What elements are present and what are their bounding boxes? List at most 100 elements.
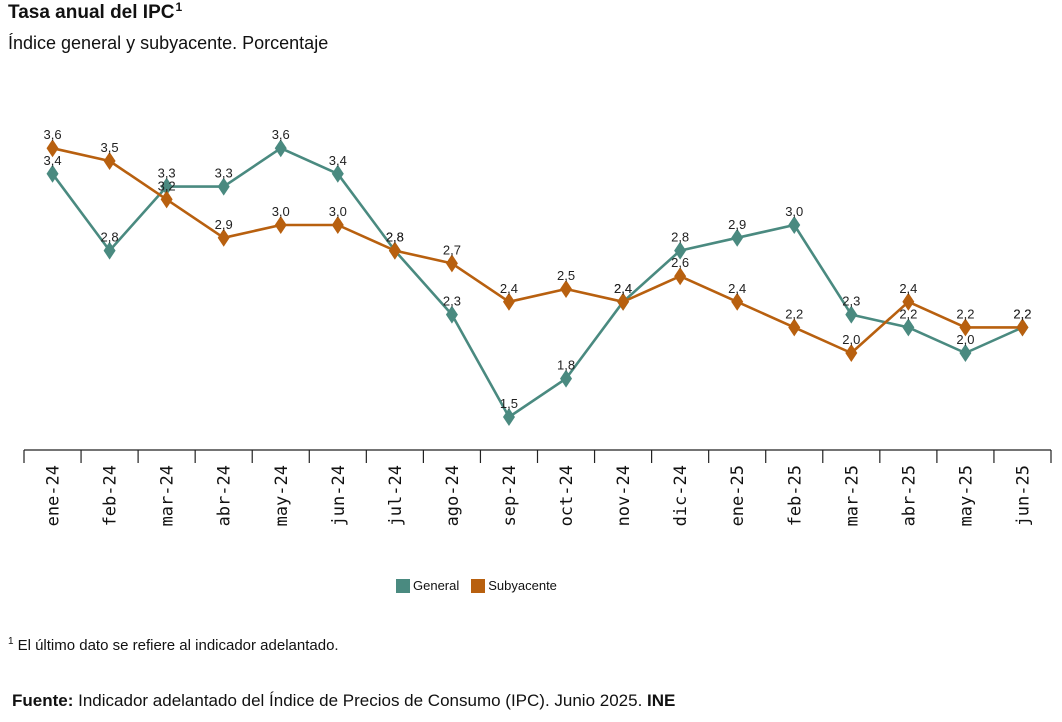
- data-point-subyacente: [731, 292, 744, 311]
- data-point-general: [674, 241, 687, 260]
- data-point-general: [331, 164, 344, 183]
- data-point-subyacente: [617, 292, 630, 311]
- data-point-general: [445, 305, 458, 324]
- series-line-general: [51, 146, 1024, 419]
- data-label-general: 2,8: [101, 230, 119, 245]
- data-point-general: [502, 408, 515, 426]
- x-tick-label: feb-25: [785, 465, 805, 526]
- x-tick-label: ago-24: [443, 465, 463, 526]
- data-label-subyacente: 3,6: [43, 127, 61, 142]
- data-label-subyacente: 2,7: [443, 242, 461, 257]
- data-point-subyacente: [959, 318, 972, 337]
- data-label-subyacente: 3,0: [272, 204, 290, 219]
- legend-label-general: General: [413, 578, 460, 593]
- data-point-general: [103, 241, 116, 260]
- x-tick-label: mar-25: [842, 465, 862, 526]
- data-point-general: [46, 164, 59, 183]
- data-label-general: 3,3: [158, 166, 176, 181]
- data-point-subyacente: [445, 254, 458, 273]
- data-point-subyacente: [674, 267, 687, 286]
- data-label-general: 3,3: [215, 166, 233, 181]
- data-label-subyacente: 2,6: [671, 255, 689, 270]
- data-point-subyacente: [788, 318, 801, 337]
- series-line-subyacente: [52, 146, 1023, 355]
- legend-swatch-subyacente: [471, 578, 486, 593]
- data-point-subyacente: [1016, 318, 1029, 337]
- data-label-subyacente: 3,0: [329, 204, 347, 219]
- x-tick-label: dic-24: [671, 465, 691, 526]
- source-text: Indicador adelantado del Índice de Preci…: [78, 691, 643, 710]
- footnote-text: El último dato se refiere al indicador a…: [17, 637, 339, 654]
- data-label-subyacente: 2,2: [1013, 306, 1031, 321]
- data-label-general: 3,4: [43, 153, 61, 168]
- data-label-general: 2,2: [899, 306, 917, 321]
- data-label-general: 2,3: [842, 294, 860, 309]
- legend-item-general: General: [396, 578, 459, 593]
- chart-legend: General Subyacente: [396, 578, 569, 593]
- data-label-general: 1,5: [500, 396, 518, 411]
- footnote-marker: 1: [8, 636, 14, 647]
- data-label-general: 2,3: [443, 294, 461, 309]
- data-point-general: [560, 369, 573, 388]
- x-tick-label: abr-24: [215, 465, 235, 526]
- x-tick-label: feb-24: [101, 465, 121, 526]
- data-label-subyacente: 2,4: [614, 281, 632, 296]
- line-chart: ene-24 feb-24 mar-24 abr-24 may-24 jun-24 jul-…: [23, 127, 1052, 526]
- data-point-subyacente: [902, 292, 915, 311]
- x-tick-label: mar-24: [158, 465, 178, 526]
- data-label-subyacente: 3,5: [101, 140, 119, 155]
- data-point-subyacente: [388, 241, 401, 260]
- x-tick-label: jul-24: [386, 465, 406, 526]
- x-tick-label: ene-25: [728, 465, 748, 526]
- data-point-general: [788, 216, 801, 234]
- data-point-general: [959, 344, 972, 362]
- data-point-general: [845, 305, 858, 324]
- data-label-subyacente: 2,2: [956, 306, 974, 321]
- x-tick-label: jun-25: [1013, 465, 1033, 526]
- data-label-subyacente: 2,9: [215, 217, 233, 232]
- data-label-general: 2,0: [956, 332, 974, 347]
- legend-item-subyacente: Subyacente: [471, 578, 557, 593]
- x-tick-label: abr-25: [899, 465, 919, 526]
- data-point-subyacente: [103, 152, 116, 170]
- source-note: Fuente: Indicador adelantado del Índice …: [12, 691, 675, 711]
- data-label-general: 2,8: [386, 230, 404, 245]
- source-org: INE: [647, 691, 676, 710]
- title-footnote-marker: 1: [175, 0, 183, 14]
- x-tick-label: nov-24: [614, 465, 634, 526]
- data-label-general: 1,8: [557, 358, 575, 373]
- chart-subtitle: Índice general y subyacente. Porcentaje: [8, 33, 329, 53]
- data-point-general: [217, 177, 230, 196]
- data-label-subyacente: 3,2: [158, 178, 176, 193]
- data-label-general: 2,2: [1013, 306, 1031, 321]
- data-label-general: 3,0: [785, 204, 803, 219]
- data-label-general: 2,8: [671, 230, 689, 245]
- data-label-subyacente: 2,4: [500, 281, 518, 296]
- data-point-general: [160, 177, 173, 196]
- data-label-subyacente: 2,0: [842, 332, 860, 347]
- data-label-general: 2,4: [614, 281, 632, 296]
- data-label-subyacente: 2,4: [899, 281, 917, 296]
- data-point-subyacente: [560, 280, 573, 298]
- data-point-subyacente: [274, 216, 287, 234]
- data-label-general: 2,9: [728, 217, 746, 232]
- x-tick-label: oct-24: [557, 465, 577, 526]
- data-point-subyacente: [46, 139, 59, 158]
- data-point-subyacente: [160, 190, 173, 209]
- data-point-general: [731, 228, 744, 247]
- data-point-subyacente: [502, 292, 515, 311]
- chart-title: Tasa anual del IPC1: [8, 0, 183, 24]
- data-label-subyacente: 2,8: [386, 230, 404, 245]
- data-point-subyacente: [217, 228, 230, 247]
- data-point-subyacente: [331, 216, 344, 234]
- data-label-subyacente: 2,2: [785, 306, 803, 321]
- footnote: 1 El último dato se refiere al indicador …: [8, 636, 339, 655]
- data-label-subyacente: 2,4: [728, 281, 746, 296]
- data-label-general: 3,6: [272, 127, 290, 142]
- source-label: Fuente:: [12, 691, 74, 710]
- title-text: Tasa anual del IPC: [8, 2, 175, 23]
- data-label-subyacente: 2,5: [557, 268, 575, 283]
- data-point-subyacente: [845, 344, 858, 362]
- data-point-general: [274, 139, 287, 158]
- legend-label-subyacente: Subyacente: [488, 578, 557, 593]
